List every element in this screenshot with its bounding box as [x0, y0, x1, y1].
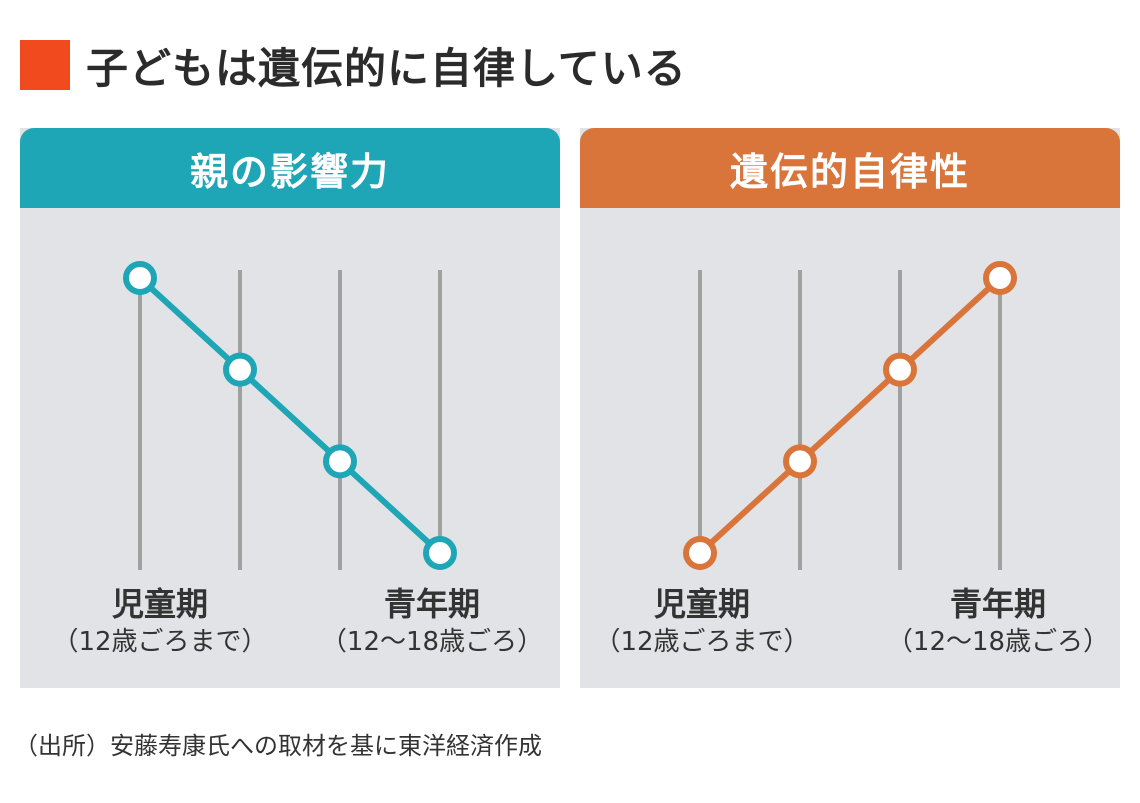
data-point	[223, 352, 257, 387]
stage-childhood: 児童期 （12歳ごろまで）	[582, 584, 822, 660]
panel-parent-influence: 親の影響力 児童期 （12歳ごろまで） 青年期 （12〜18歳ごろ）	[20, 128, 560, 688]
panel-header: 親の影響力	[20, 128, 560, 208]
title-row: 子どもは遺伝的に自律している	[20, 38, 687, 93]
data-point	[983, 261, 1017, 295]
stage-range: （12歳ごろまで）	[52, 627, 268, 657]
panel-header: 遺伝的自律性	[580, 128, 1120, 208]
data-point	[423, 536, 457, 570]
series-line	[137, 275, 443, 556]
data-point	[323, 444, 357, 479]
stage-range: （12〜18歳ごろ）	[320, 627, 544, 657]
data-point	[883, 352, 917, 387]
stage-adolescence: 青年期 （12〜18歳ごろ）	[312, 584, 552, 660]
stage-range: （12〜18歳ごろ）	[886, 627, 1110, 657]
page-title: 子どもは遺伝的に自律している	[86, 43, 687, 93]
data-point	[683, 536, 717, 570]
panel-genetic-autonomy: 遺伝的自律性 児童期 （12歳ごろまで） 青年期 （12〜18歳ごろ）	[580, 128, 1120, 688]
line-chart-parent-influence	[123, 261, 457, 570]
data-point	[123, 261, 157, 295]
line-chart-genetic-autonomy	[683, 261, 1017, 570]
stage-label: 児童期	[653, 585, 750, 623]
stage-range: （12歳ごろまで）	[594, 627, 810, 657]
title-marker	[20, 40, 70, 90]
stage-label: 青年期	[949, 585, 1046, 623]
stage-childhood: 児童期 （12歳ごろまで）	[40, 584, 280, 660]
stage-label: 青年期	[383, 585, 480, 623]
stage-label: 児童期	[111, 585, 208, 623]
stage-adolescence: 青年期 （12〜18歳ごろ）	[878, 584, 1118, 660]
source-note: （出所）安藤寿康氏への取材を基に東洋経済作成	[14, 732, 542, 760]
data-point	[783, 444, 817, 479]
series-line	[697, 275, 1003, 556]
